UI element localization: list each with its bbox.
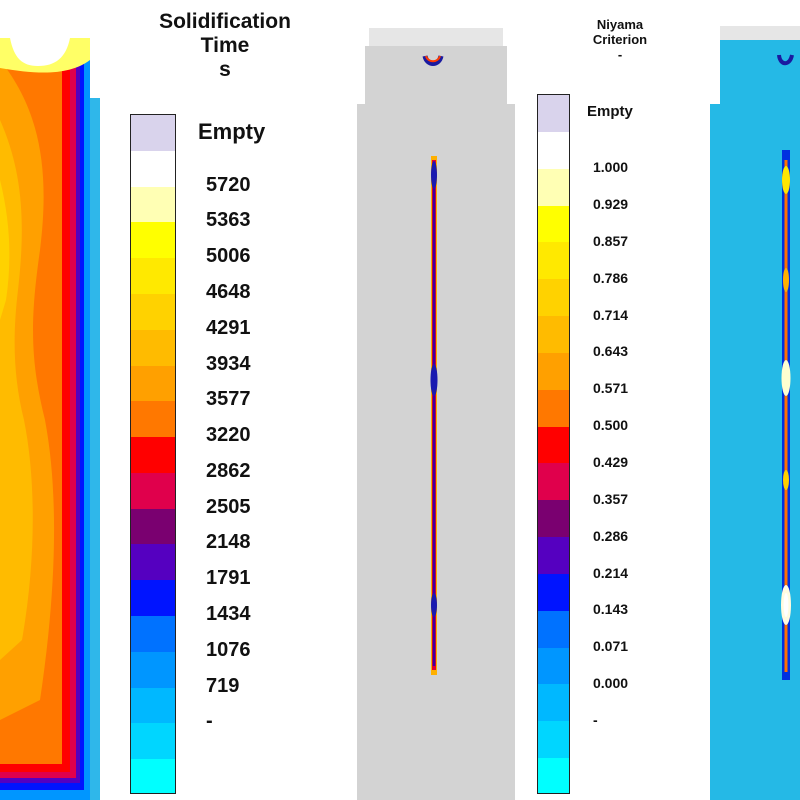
- color-swatch: [131, 222, 175, 259]
- color-swatch: [538, 168, 569, 207]
- solidification-time-contour-plot: [0, 0, 100, 800]
- color-swatch: [538, 205, 569, 243]
- color-swatch: [131, 437, 175, 474]
- color-swatch: [131, 329, 175, 367]
- legend-value-label: 4291: [206, 316, 251, 339]
- legend-value-label: 2862: [206, 459, 251, 482]
- legend-value-label: 0.786: [593, 269, 629, 286]
- color-swatch: [538, 463, 569, 501]
- legend-title-line: Criterion: [592, 31, 648, 47]
- color-swatch: [538, 279, 569, 317]
- legend-value-label: -: [206, 710, 213, 733]
- color-swatch: [131, 472, 175, 510]
- color-swatch: [131, 651, 175, 689]
- color-swatch: [131, 580, 175, 617]
- legend-value-label: 0.000: [593, 675, 629, 692]
- color-swatch: [538, 573, 569, 612]
- niyama-legend-title: Niyama Criterion -: [565, 17, 675, 63]
- color-swatch: [538, 610, 569, 649]
- legend-value-label: 0.929: [593, 196, 629, 213]
- color-swatch: [538, 242, 569, 280]
- legend-value-label: 3220: [206, 424, 251, 447]
- color-swatch: [538, 500, 569, 538]
- legend-value-label: 2505: [206, 495, 251, 518]
- legend-value-label: 2148: [206, 531, 251, 554]
- solidification-contour-graphic: [0, 38, 100, 800]
- color-swatch: [131, 258, 175, 295]
- legend-value-label: 0.714: [593, 306, 629, 323]
- color-swatch: [538, 721, 569, 759]
- color-swatch: [131, 401, 175, 438]
- color-swatch: [538, 389, 569, 428]
- color-swatch: [131, 115, 175, 152]
- legend-value-label: 5006: [206, 245, 251, 268]
- color-swatch: [131, 293, 175, 331]
- legend-value-label: 1076: [206, 638, 251, 661]
- color-swatch: [131, 544, 175, 581]
- color-swatch: [131, 186, 175, 223]
- color-swatch: [538, 684, 569, 722]
- niyama-contour-graphic: [710, 26, 800, 800]
- color-swatch: [538, 131, 569, 170]
- legend-value-label: 5363: [206, 209, 251, 232]
- legend-value-label: 1791: [206, 567, 251, 590]
- legend-title-line: Solidification: [159, 10, 291, 33]
- color-swatch: [131, 365, 175, 402]
- casting-defect-graphic: [357, 28, 515, 800]
- legend-value-label: 4648: [206, 280, 251, 303]
- legend-title-line: Niyama: [596, 17, 644, 32]
- legend-value-label: 1.000: [593, 159, 629, 176]
- legend-empty-label: Empty: [587, 103, 633, 121]
- legend-value-label: 0.071: [593, 638, 629, 655]
- color-swatch: [131, 508, 175, 546]
- color-swatch: [131, 616, 175, 653]
- casting-defect-view: [355, 0, 530, 800]
- color-swatch: [131, 150, 175, 188]
- legend-title-line: s: [219, 58, 231, 82]
- color-swatch: [131, 687, 175, 724]
- legend-title-line: Time: [200, 34, 250, 58]
- legend-title-line: -: [617, 46, 623, 62]
- legend-value-label: 1434: [206, 603, 251, 626]
- solidification-color-scale: [130, 114, 176, 794]
- niyama-criterion-plot: [700, 0, 800, 800]
- color-swatch: [538, 537, 569, 575]
- color-swatch: [538, 426, 569, 465]
- legend-value-label: 0.286: [593, 527, 629, 544]
- legend-value-label: 0.214: [593, 564, 629, 581]
- legend-value-label: 0.429: [593, 454, 629, 471]
- legend-value-label: 719: [206, 674, 240, 697]
- niyama-color-scale: [537, 94, 570, 794]
- legend-value-label: 3934: [206, 352, 251, 375]
- legend-value-label: 5720: [206, 173, 251, 196]
- legend-value-label: 0.643: [593, 343, 629, 360]
- legend-value-label: 0.500: [593, 417, 629, 434]
- legend-value-label: 0.571: [593, 380, 629, 397]
- color-swatch: [131, 723, 175, 760]
- color-swatch: [538, 647, 569, 686]
- legend-value-label: 3577: [206, 388, 251, 411]
- legend-value-label: 0.857: [593, 232, 629, 249]
- color-swatch: [538, 95, 569, 133]
- color-swatch: [131, 759, 175, 793]
- legend-value-label: -: [593, 711, 598, 728]
- color-swatch: [538, 316, 569, 354]
- solidification-legend-title: Solidification Time s: [140, 10, 310, 82]
- legend-value-label: 0.143: [593, 601, 629, 618]
- legend-value-label: 0.357: [593, 490, 629, 507]
- legend-empty-label: Empty: [198, 118, 266, 144]
- color-swatch: [538, 758, 569, 793]
- color-swatch: [538, 352, 569, 391]
